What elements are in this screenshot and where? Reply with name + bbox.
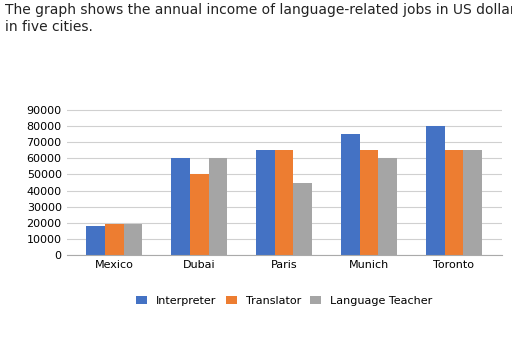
Bar bbox=[463, 150, 482, 255]
Bar bbox=[426, 126, 444, 255]
Bar bbox=[275, 150, 293, 255]
Bar bbox=[190, 174, 208, 255]
Bar bbox=[293, 183, 312, 255]
Bar bbox=[124, 224, 142, 255]
Bar bbox=[444, 150, 463, 255]
Bar bbox=[360, 150, 378, 255]
Bar bbox=[256, 150, 275, 255]
Bar bbox=[208, 158, 227, 255]
Legend: Interpreter, Translator, Language Teacher: Interpreter, Translator, Language Teache… bbox=[132, 291, 436, 310]
Bar bbox=[105, 224, 124, 255]
Bar bbox=[341, 134, 360, 255]
Bar bbox=[378, 158, 397, 255]
Bar bbox=[171, 158, 190, 255]
Bar bbox=[87, 226, 105, 255]
Text: The graph shows the annual income of language-related jobs in US dollars
in five: The graph shows the annual income of lan… bbox=[5, 3, 512, 34]
